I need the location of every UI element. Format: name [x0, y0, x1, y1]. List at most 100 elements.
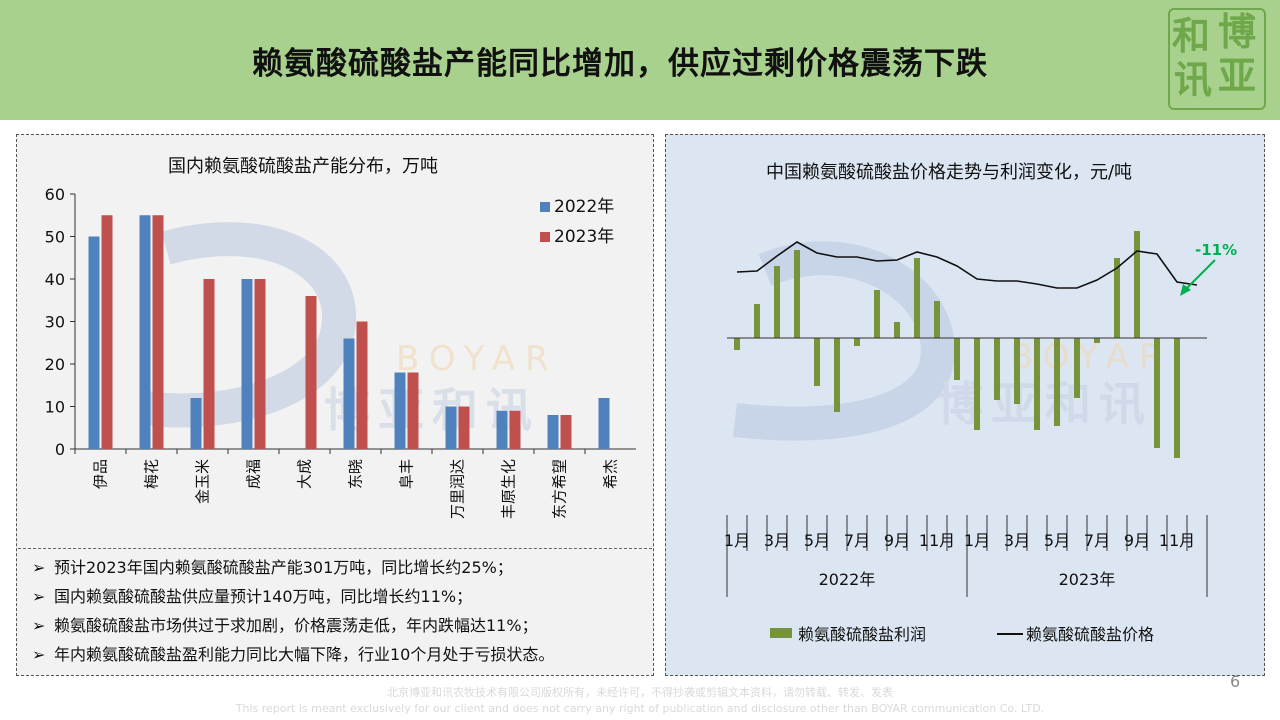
bar	[88, 236, 100, 449]
profit-bar	[894, 322, 900, 338]
arrow-head-icon	[1180, 284, 1191, 296]
profit-bar	[774, 266, 780, 338]
legend-label: 2022年	[554, 197, 614, 217]
watermark-swoosh	[143, 222, 357, 428]
y-tick-label: 20	[45, 355, 65, 374]
note-text: 国内赖氨酸硫酸盐供应量预计140万吨，同比增长约11%；	[54, 587, 473, 606]
profit-bar	[834, 338, 840, 412]
annotation-text: -11%	[1195, 241, 1237, 259]
key-notes: ➢ 预计2023年国内赖氨酸硫酸盐产能301万吨，同比增长约25%； ➢ 国内赖氨酸…	[18, 548, 652, 669]
logo-char: 和	[1172, 13, 1211, 58]
year-label: 2023年	[1059, 570, 1116, 589]
bar	[305, 296, 317, 449]
logo-char: 博	[1218, 9, 1257, 54]
bar	[394, 372, 406, 449]
bar	[356, 321, 368, 449]
profit-bar	[754, 304, 760, 338]
watermark-en: BOYAR	[396, 339, 559, 379]
bar	[241, 279, 253, 449]
x-tick-label: 11月	[1159, 531, 1195, 550]
x-tick-label: 希杰	[602, 459, 620, 489]
watermark-cn: 博亚和讯	[937, 377, 1153, 431]
decline-annotation: -11%	[1180, 241, 1237, 296]
y-tick-label: 50	[45, 228, 65, 247]
legend-label: 赖氨酸硫酸盐价格	[1026, 625, 1154, 644]
profit-bar	[874, 290, 880, 338]
note-item: ➢ 预计2023年国内赖氨酸硫酸盐产能301万吨，同比增长约25%；	[32, 553, 652, 582]
x-tick-label: 金玉米	[194, 459, 212, 504]
bar	[101, 215, 113, 449]
bar	[560, 415, 572, 449]
year-label: 2022年	[819, 570, 876, 589]
x-tick-label: 大成	[296, 459, 314, 489]
x-tick-label: 东晓	[347, 459, 365, 489]
profit-bar	[734, 338, 740, 350]
bar	[407, 372, 419, 449]
copyright-en: This report is meant exclusively for our…	[235, 702, 1045, 715]
price-profit-chart: BOYAR 博亚和讯 1月 3月 5月 7月 9月 11月 1月 3月 5月 7月 9月 11月 202…	[724, 231, 1237, 644]
bar	[496, 410, 508, 449]
x-tick-label: 11月	[919, 531, 955, 550]
arrow-bullet-icon: ➢	[32, 616, 46, 635]
x-tick-label: 9月	[1124, 531, 1150, 550]
logo-char: 亚	[1218, 53, 1257, 98]
profit-bar	[794, 250, 800, 338]
x-tick-label: 1月	[964, 531, 990, 550]
profit-bar	[1054, 338, 1060, 426]
legend-swatch	[540, 232, 550, 242]
x-tick-label: 成福	[245, 459, 263, 489]
bar	[254, 279, 266, 449]
bar	[598, 398, 610, 449]
x-tick-label: 3月	[764, 531, 790, 550]
profit-bar	[974, 338, 980, 430]
arrow-bullet-icon: ➢	[32, 645, 46, 664]
profit-bar	[1114, 258, 1120, 338]
annotation-arrow	[1184, 259, 1216, 291]
logo-char: 讯	[1174, 57, 1213, 102]
profit-bar	[814, 338, 820, 386]
bar	[139, 215, 151, 449]
legend-label: 2023年	[554, 227, 614, 247]
arrow-bullet-icon: ➢	[32, 587, 46, 606]
profit-bar	[1094, 338, 1100, 343]
y-tick-label: 40	[45, 270, 65, 289]
profit-bar	[1034, 338, 1040, 430]
profit-bar	[1074, 338, 1080, 398]
right-chart-title: 中国赖氨酸硫酸盐价格走势与利润变化，元/吨	[766, 162, 1133, 183]
x-tick-label: 7月	[844, 531, 870, 550]
note-text: 赖氨酸硫酸盐市场供过于求加剧，价格震荡走低，年内跌幅达11%；	[54, 616, 538, 635]
x-tick-label: 东方希望	[551, 459, 569, 519]
left-chart-title: 国内赖氨酸硫酸盐产能分布，万吨	[168, 156, 438, 177]
header-bar: 赖氨酸硫酸盐产能同比增加，供应过剩价格震荡下跌 和 博 讯 亚	[0, 0, 1280, 120]
profit-bar	[954, 338, 960, 380]
profit-bar	[854, 338, 860, 346]
price-profit-panel	[665, 134, 1265, 676]
x-tick-label: 5月	[1044, 531, 1070, 550]
x-tick-label: 丰原生化	[500, 459, 518, 519]
y-tick-label: 30	[45, 313, 65, 332]
y-tick-label: 0	[55, 440, 65, 459]
profit-bar	[1014, 338, 1020, 404]
bar	[509, 410, 521, 449]
x-tick-label: 5月	[804, 531, 830, 550]
x-tick-label: 阜丰	[398, 459, 416, 489]
note-text: 年内赖氨酸硫酸盐盈利能力同比大幅下降，行业10个月处于亏损状态。	[54, 645, 555, 664]
note-item: ➢ 国内赖氨酸硫酸盐供应量预计140万吨，同比增长约11%；	[32, 582, 652, 611]
profit-bar	[1154, 338, 1160, 448]
bar	[343, 338, 355, 449]
legend-swatch	[770, 628, 792, 638]
brand-logo: 和 博 讯 亚	[1168, 8, 1266, 110]
note-text: 预计2023年国内赖氨酸硫酸盐产能301万吨，同比增长约25%；	[54, 558, 513, 577]
bar	[152, 215, 164, 449]
legend-swatch	[540, 202, 550, 212]
legend-label: 赖氨酸硫酸盐利润	[798, 625, 926, 644]
x-tick-label: 梅花	[143, 459, 161, 489]
price-line	[736, 241, 1198, 289]
x-tick-label: 伊品	[92, 459, 110, 489]
bar	[445, 406, 457, 449]
profit-bar	[934, 301, 940, 338]
page-number: 6	[1230, 672, 1241, 691]
bar	[203, 279, 215, 449]
watermark-cn: 博亚和讯	[324, 383, 540, 437]
y-tick-label: 60	[45, 185, 65, 204]
